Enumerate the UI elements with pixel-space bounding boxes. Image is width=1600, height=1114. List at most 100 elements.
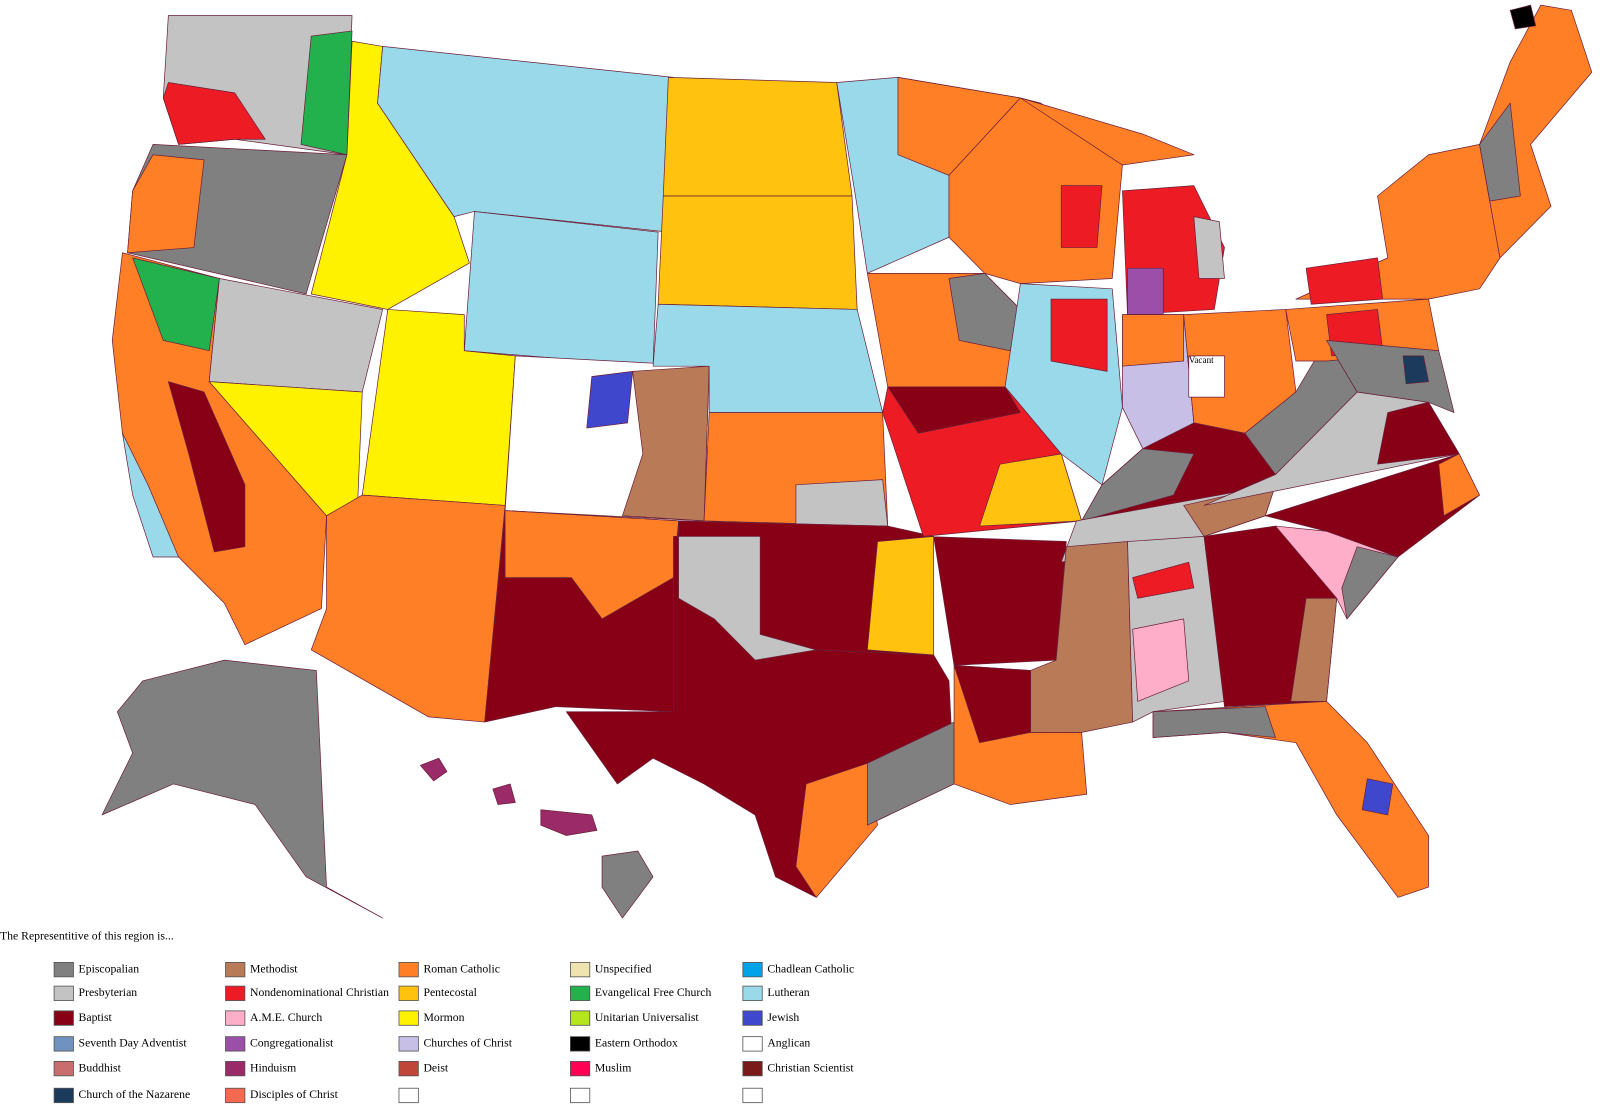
legend-swatch <box>742 1061 763 1077</box>
legend-swatch <box>398 1061 419 1077</box>
legend-title: The Representitive of this region is... <box>0 928 174 942</box>
north-carolina-east <box>1438 453 1480 517</box>
north-carolina <box>1264 453 1480 558</box>
legend-swatch <box>742 1036 763 1052</box>
legend-swatch <box>225 1036 246 1052</box>
states <box>101 4 1593 919</box>
legend-swatch <box>53 961 74 978</box>
legend-label: Evangelical Free Church <box>595 985 712 999</box>
legend-label: Mormon <box>423 1010 464 1024</box>
hawaii-big-island <box>601 850 654 919</box>
legend-swatch <box>569 1010 591 1026</box>
legend-label: Methodist <box>250 961 298 975</box>
kansas-south <box>795 479 889 527</box>
legend-label: Christian Scientist <box>767 1060 854 1074</box>
legend-label: Buddhist <box>79 1060 122 1074</box>
alaska <box>101 659 384 919</box>
legend-swatch <box>742 1010 763 1026</box>
legend-label: Lutheran <box>767 985 809 999</box>
legend-label: Seventh Day Adventist <box>79 1036 188 1050</box>
hawaii-oahu <box>492 783 516 805</box>
alabama-pink <box>1132 618 1190 702</box>
legend-empty-swatch <box>398 1087 419 1104</box>
nevada-north <box>132 257 220 352</box>
legend-label: Unitarian Universalist <box>595 1010 700 1024</box>
map: Vacant The Representitive of this region… <box>0 4 1593 1104</box>
michigan-upper <box>1020 97 1195 166</box>
texas-south <box>795 762 878 898</box>
legend-label: Pentecostal <box>423 985 477 999</box>
michigan-west <box>1127 267 1164 315</box>
south-carolina-coast <box>1341 546 1399 620</box>
alabama-north <box>1132 561 1195 599</box>
legend-swatch <box>569 1061 591 1077</box>
legend-label: A.M.E. Church <box>250 1010 322 1024</box>
hawaii-maui <box>540 809 598 836</box>
virginia-east <box>1377 401 1460 465</box>
legend-swatch <box>53 1061 74 1077</box>
legend-swatch <box>225 1087 246 1104</box>
indiana-north <box>1122 314 1185 367</box>
legend-swatch <box>569 985 591 1001</box>
legend-label: Anglican <box>767 1036 810 1050</box>
legend-label: Muslim <box>595 1060 631 1074</box>
florida-panhandle <box>1152 706 1276 738</box>
kentucky-west <box>1081 448 1195 522</box>
legend-empty-swatch <box>742 1087 763 1104</box>
legend-swatch <box>398 1010 419 1026</box>
south-dakota <box>657 195 858 310</box>
hawaii-kauai <box>420 757 448 782</box>
washington-west <box>162 82 266 145</box>
legend-label: Chadlean Catholic <box>767 961 854 975</box>
legend-empty-swatch <box>569 1087 591 1104</box>
arizona <box>310 494 506 723</box>
oregon-west <box>127 154 205 254</box>
legend-label: Disciples of Christ <box>250 1087 339 1101</box>
massachusetts <box>1509 4 1537 30</box>
oklahoma-east <box>866 536 935 656</box>
legend-label: Jewish <box>767 1010 799 1024</box>
legend-swatch <box>742 985 763 1001</box>
legend-swatch <box>53 1036 74 1052</box>
legend-label: Congregationalist <box>250 1036 334 1050</box>
legend-label: Baptist <box>79 1010 113 1024</box>
legend-swatch <box>225 961 246 978</box>
legend-swatch <box>225 985 246 1001</box>
map-label: Vacant <box>1189 355 1214 365</box>
texas-panhandle <box>678 536 817 661</box>
new-york-west <box>1305 257 1383 305</box>
california-central <box>168 381 246 553</box>
california-coast <box>122 432 179 558</box>
iowa-east <box>948 272 1021 352</box>
ohio-center <box>1188 355 1225 398</box>
legend-swatch <box>569 1036 591 1052</box>
north-dakota <box>662 77 853 197</box>
maryland-center <box>1402 355 1429 385</box>
florida-center <box>1361 778 1394 816</box>
legend-swatch <box>398 985 419 1001</box>
legend-swatch <box>53 1087 74 1104</box>
arkansas <box>923 536 1067 666</box>
legend-swatch <box>225 1010 246 1026</box>
legend-label: Hinduism <box>250 1060 296 1074</box>
illinois-north <box>1050 298 1108 372</box>
legend-label: Eastern Orthodox <box>595 1036 678 1050</box>
legend-label: Deist <box>423 1060 448 1074</box>
wisconsin-east <box>1060 185 1103 248</box>
missouri-north <box>887 386 1021 434</box>
legend-label: Nondenominational Christian <box>250 985 389 999</box>
legend-swatch <box>742 961 763 978</box>
legend-swatch <box>225 1061 246 1077</box>
colorado-denver <box>586 370 634 429</box>
wyoming <box>463 211 659 367</box>
legend-swatch <box>398 1036 419 1052</box>
legend-label: Roman Catholic <box>423 961 499 975</box>
legend: The Representitive of this region is... … <box>0 928 854 1104</box>
colorado-east <box>622 365 710 522</box>
legend-label: Unspecified <box>595 961 652 975</box>
legend-label: Churches of Christ <box>423 1036 512 1050</box>
legend-swatch <box>53 985 74 1001</box>
legend-label: Presbyterian <box>79 985 138 999</box>
legend-label: Church of the Nazarene <box>79 1087 191 1101</box>
